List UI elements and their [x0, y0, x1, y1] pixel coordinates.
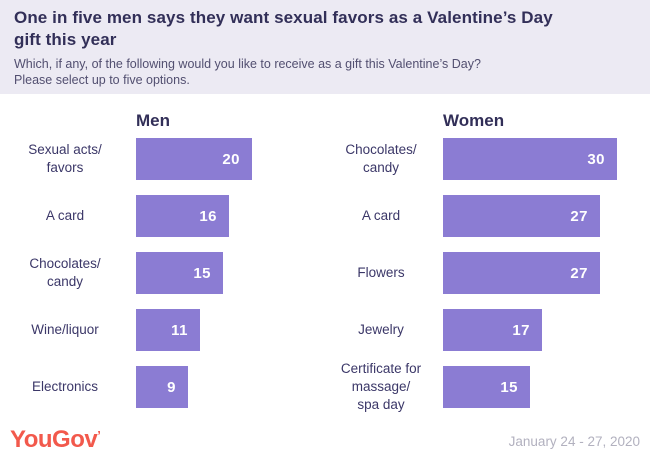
- women-bar-group: Chocolates/ candy 30 A card 27 Flowers 27 Jewe…: [325, 138, 650, 412]
- bar-track: 11: [136, 309, 325, 351]
- yougov-logo-text: YouGov: [10, 426, 98, 453]
- chart-row: Sexual acts/ favors 20: [0, 138, 325, 180]
- bar-track: 27: [443, 195, 650, 237]
- bar-track: 15: [443, 366, 650, 408]
- category-label: A card: [361, 208, 401, 223]
- bar-track: 15: [136, 252, 325, 294]
- category-label: A card: [45, 208, 85, 223]
- category-label: Jewelry: [358, 322, 404, 337]
- chart-row: Chocolates/ candy 15: [0, 252, 325, 294]
- chart-row: Jewelry 17: [325, 309, 650, 351]
- value-label: 30: [587, 150, 605, 168]
- category-label: Sexual acts/ favors: [28, 142, 102, 175]
- bar: 15: [443, 366, 530, 408]
- bar: 11: [136, 309, 200, 351]
- charts-area: Men Sexual acts/ favors 20 A card 16 Chocola…: [0, 110, 650, 423]
- bar: 27: [443, 195, 600, 237]
- value-label: 11: [171, 321, 188, 339]
- category-label: Electronics: [31, 379, 99, 394]
- category-label: Wine/liquor: [31, 322, 99, 337]
- chart-row: A card 16: [0, 195, 325, 237]
- value-label: 15: [193, 264, 211, 282]
- panel-men: Men Sexual acts/ favors 20 A card 16 Chocola…: [0, 110, 325, 423]
- chart-title: One in five men says they want sexual fa…: [14, 8, 553, 49]
- bar-track: 9: [136, 366, 325, 408]
- chart-row: A card 27: [325, 195, 650, 237]
- value-label: 9: [167, 378, 176, 396]
- bar-track: 16: [136, 195, 325, 237]
- bar: 17: [443, 309, 542, 351]
- category-label: Chocolates/ candy: [29, 256, 101, 289]
- bar: 20: [136, 138, 252, 180]
- chart-row: Chocolates/ candy 30: [325, 138, 650, 180]
- chart-subtitle: Which, if any, of the following would yo…: [14, 57, 481, 87]
- panel-women: Women Chocolates/ candy 30 A card 27 Flowers…: [325, 110, 650, 423]
- value-label: 15: [500, 378, 518, 396]
- header: One in five men says they want sexual fa…: [0, 0, 650, 94]
- panel-title-men: Men: [136, 111, 170, 130]
- value-label: 16: [199, 207, 217, 225]
- yougov-logo: YouGov’: [10, 426, 101, 454]
- bar-track: 17: [443, 309, 650, 351]
- men-bar-group: Sexual acts/ favors 20 A card 16 Chocolates/…: [0, 138, 325, 408]
- date-range-label: January 24 - 27, 2020: [508, 434, 640, 449]
- value-label: 20: [222, 150, 240, 168]
- category-label: Flowers: [357, 265, 405, 280]
- chart-row: Wine/liquor 11: [0, 309, 325, 351]
- chart-row: Certificate for massage/ spa day 15: [325, 361, 650, 412]
- bar-track: 27: [443, 252, 650, 294]
- category-label: Certificate for massage/ spa day: [340, 361, 422, 412]
- bar-track: 20: [136, 138, 325, 180]
- chart-row: Electronics 9: [0, 366, 325, 408]
- bar-track: 30: [443, 138, 650, 180]
- category-label: Chocolates/ candy: [345, 142, 417, 175]
- bar: 27: [443, 252, 600, 294]
- panel-title-women: Women: [443, 111, 505, 130]
- bar: 15: [136, 252, 223, 294]
- chart-row: Flowers 27: [325, 252, 650, 294]
- value-label: 17: [512, 321, 530, 339]
- logo-apostrophe-mark: ’: [97, 428, 101, 443]
- bar: 9: [136, 366, 188, 408]
- bar: 30: [443, 138, 617, 180]
- value-label: 27: [570, 207, 588, 225]
- bar: 16: [136, 195, 229, 237]
- value-label: 27: [570, 264, 588, 282]
